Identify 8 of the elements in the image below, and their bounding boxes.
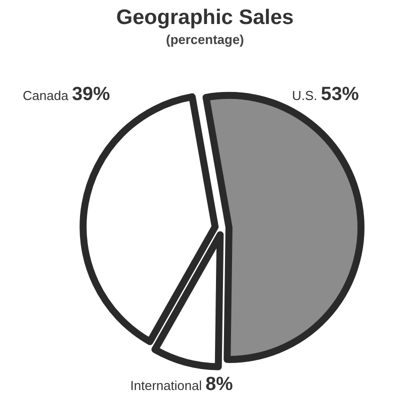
chart-subtitle: (percentage)	[166, 32, 244, 47]
data-label: 53%	[320, 84, 360, 105]
chart-title: Geographic Sales	[116, 6, 294, 29]
slice-label: Canada	[22, 88, 72, 103]
slice-label: International	[130, 378, 206, 393]
data-label: 39%	[72, 84, 110, 105]
data-label: 8%	[205, 374, 234, 395]
slice-label: U.S.	[292, 88, 321, 103]
